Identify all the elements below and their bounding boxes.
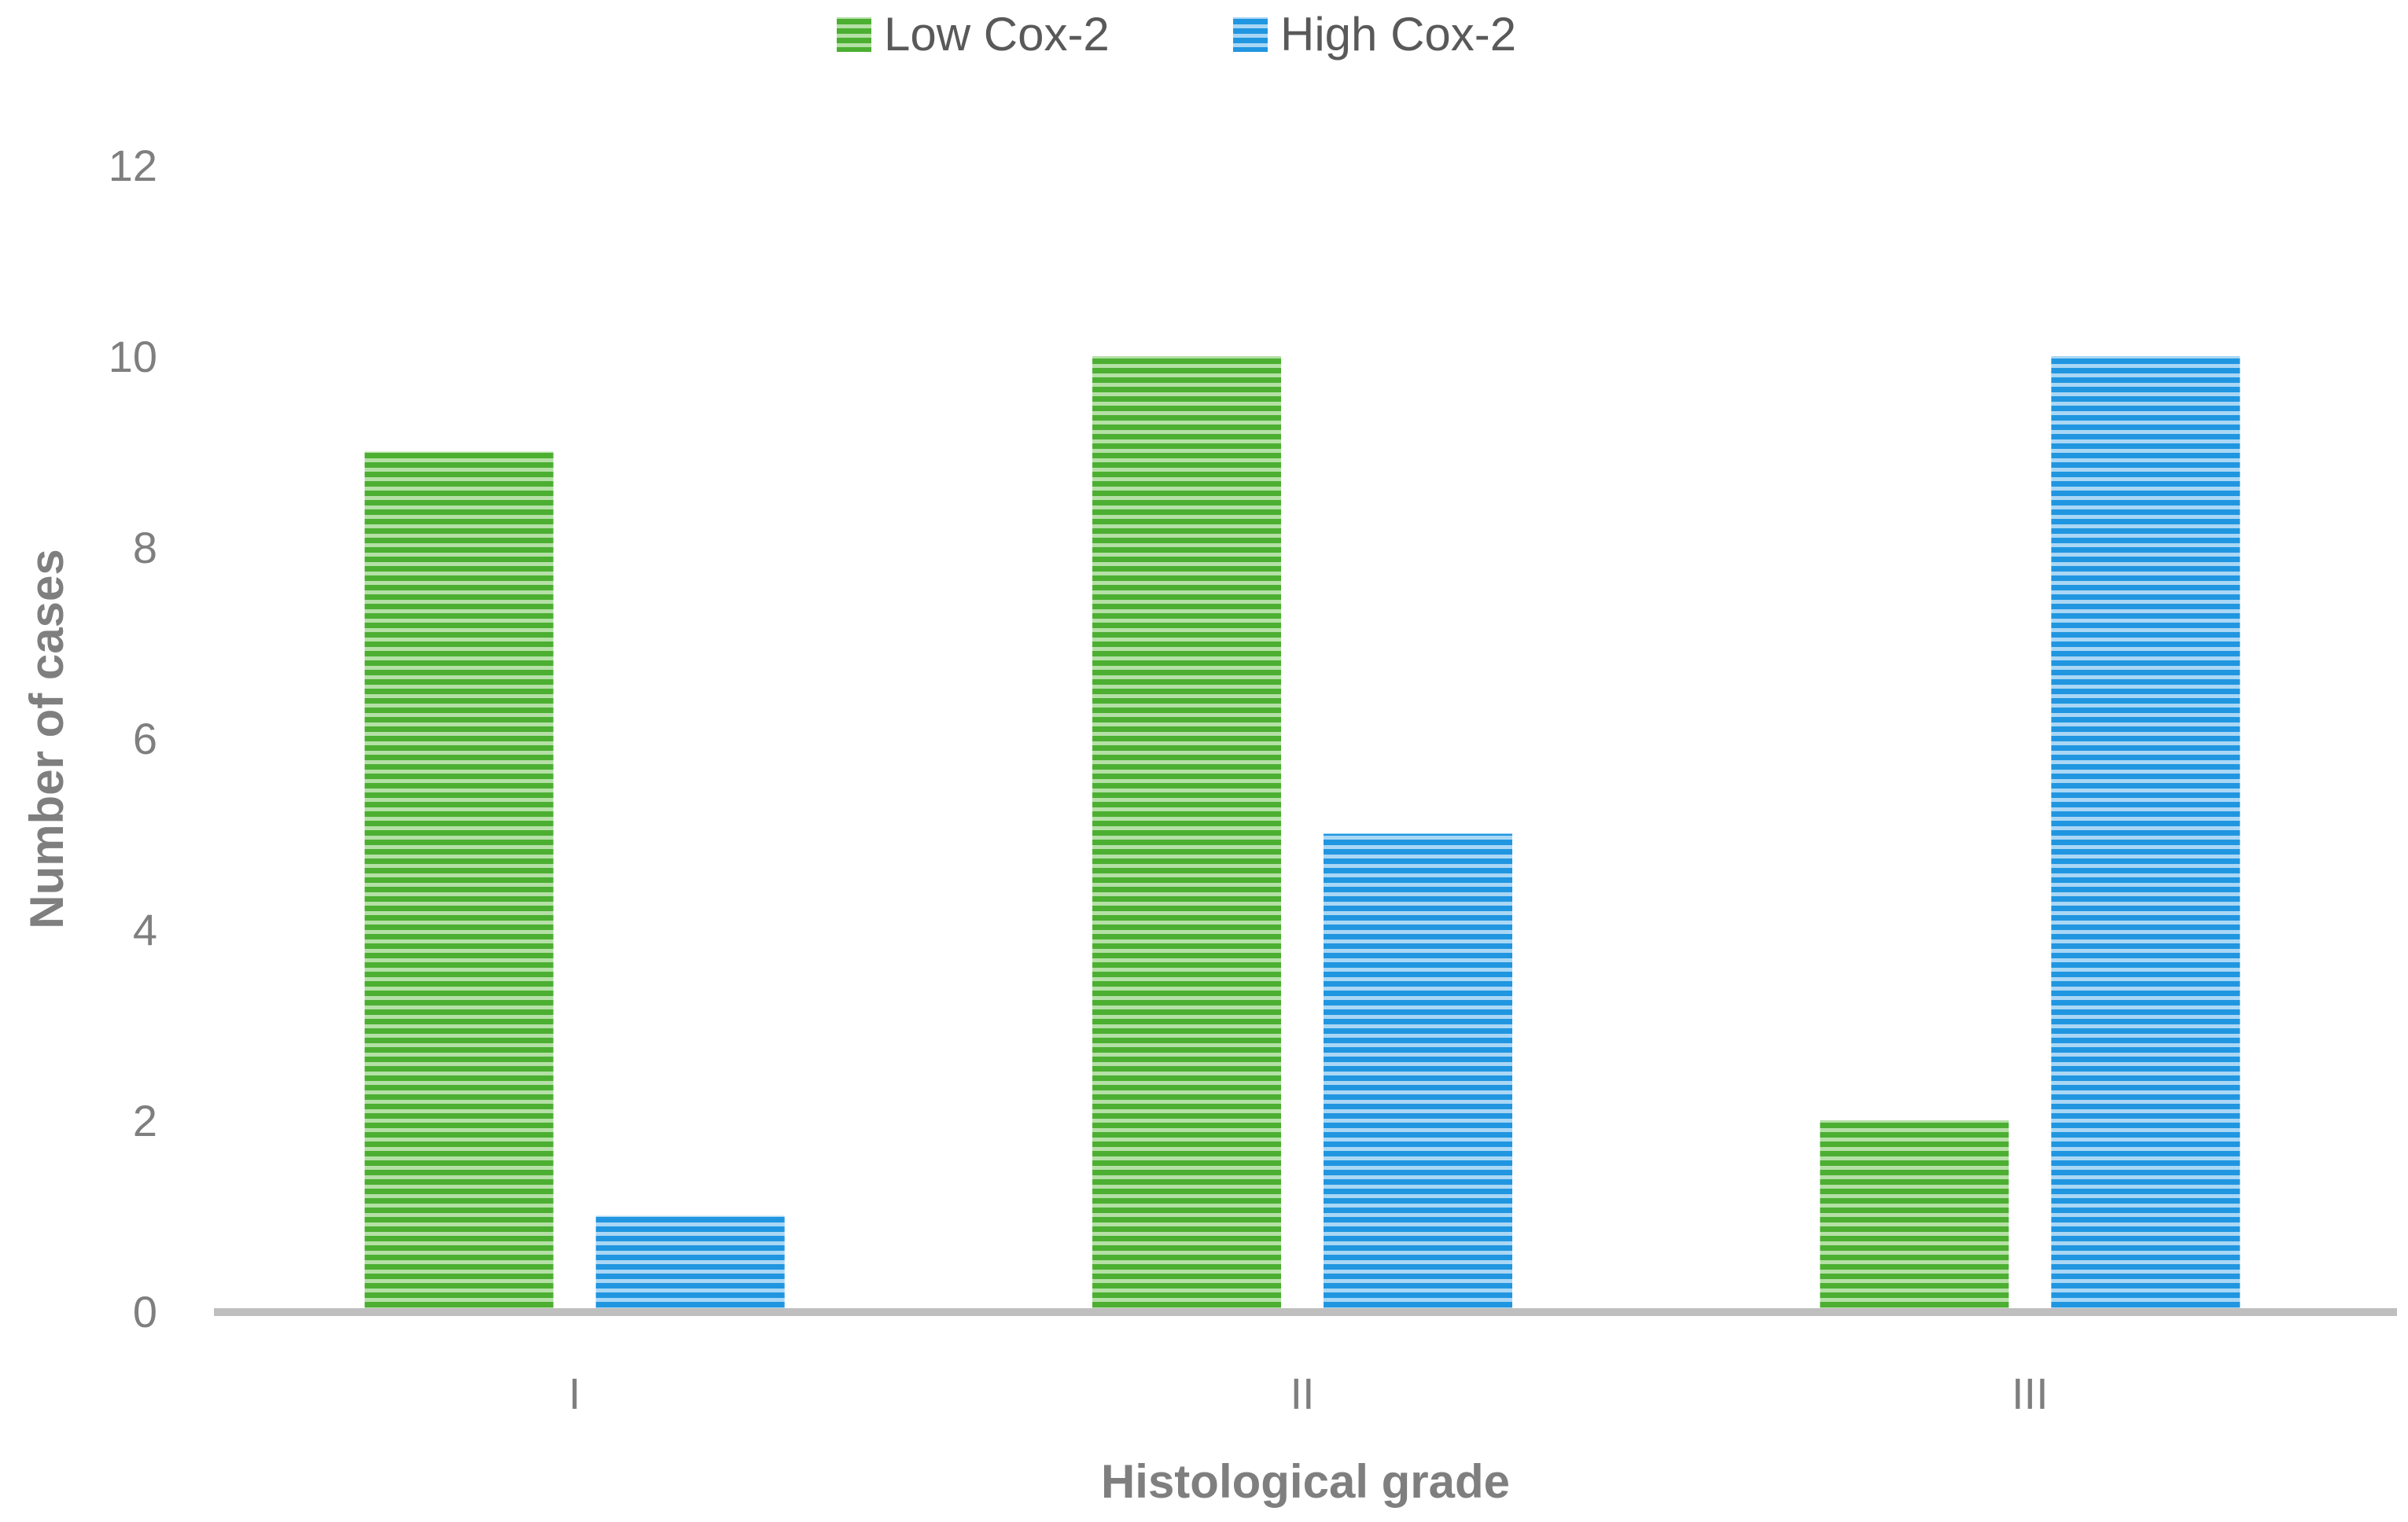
y-axis-title: Number of cases: [20, 549, 73, 929]
x-tick-label: I: [569, 1369, 581, 1418]
y-axis-tick-labels: 0 2 4 6 8 10 12: [109, 141, 157, 1336]
x-tick-label: III: [2012, 1369, 2049, 1418]
y-tick-label: 8: [133, 523, 157, 572]
bar-low-cox-2-i: [364, 451, 554, 1311]
bar-low-cox-2-ii: [1092, 356, 1281, 1311]
bar-high-cox-2-i: [595, 1215, 785, 1311]
y-tick-label: 2: [133, 1096, 157, 1145]
legend: Low Cox-2 High Cox-2: [837, 8, 1516, 61]
y-tick-label: 12: [109, 141, 157, 190]
y-tick-label: 6: [133, 714, 157, 763]
bar-low-cox-2-iii: [1820, 1120, 2009, 1311]
y-tick-label: 0: [133, 1287, 157, 1336]
x-axis-category-labels: I II III: [569, 1369, 2049, 1418]
x-axis-title: Histological grade: [1101, 1455, 1510, 1508]
x-tick-label: II: [1290, 1369, 1314, 1418]
legend-label: Low Cox-2: [884, 8, 1110, 61]
y-tick-label: 10: [109, 332, 157, 381]
bar-high-cox-2-ii: [1324, 833, 1512, 1311]
bars: [364, 356, 2240, 1311]
legend-label: High Cox-2: [1280, 8, 1516, 61]
legend-swatch: [1233, 17, 1268, 52]
y-tick-label: 4: [133, 905, 157, 954]
bar-high-cox-2-iii: [2051, 356, 2240, 1311]
legend-swatch: [837, 17, 871, 52]
